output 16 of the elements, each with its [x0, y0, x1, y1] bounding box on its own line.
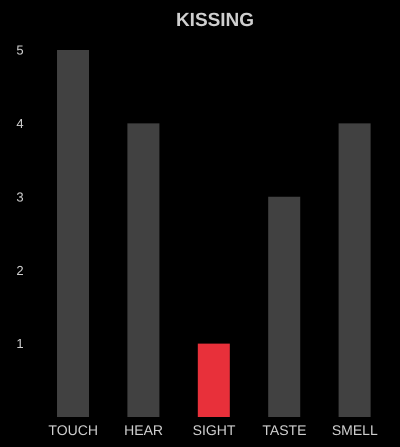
bar [127, 123, 160, 417]
y-tick-label: 4 [16, 116, 24, 132]
x-tick-label: TOUCH [48, 422, 98, 438]
y-tick-label: 5 [16, 42, 24, 58]
x-tick-label: SIGHT [192, 422, 236, 438]
bar [268, 196, 300, 417]
x-tick-label: HEAR [124, 422, 164, 438]
y-tick-label: 1 [16, 336, 24, 352]
y-tick-label: 2 [16, 262, 24, 278]
x-tick-label: TASTE [262, 422, 306, 438]
bar [57, 50, 90, 417]
chart-title: KISSING [174, 10, 256, 32]
y-tick-label: 3 [16, 189, 24, 204]
bar [338, 123, 371, 417]
bar [198, 344, 230, 417]
x-tick-label: SMELL [332, 422, 378, 438]
